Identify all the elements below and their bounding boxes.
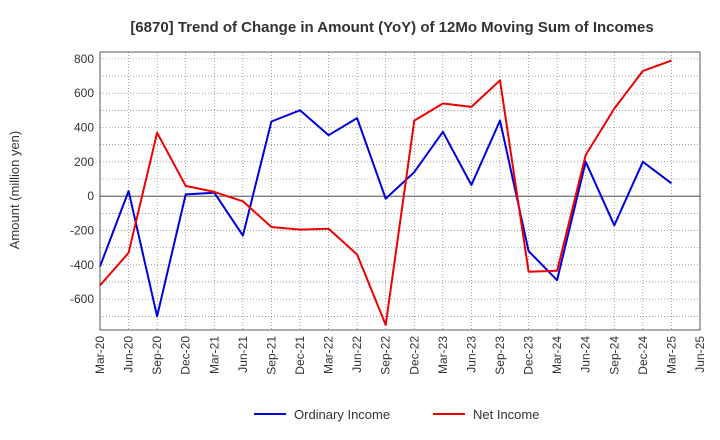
series-line-net-income [99,59,672,326]
legend-label-ordinary-income: Ordinary Income [294,407,390,422]
x-tick-label: Mar-25 [664,336,678,374]
x-tick-label: Jun-22 [350,336,364,373]
plot-frame [99,51,701,331]
x-tick-label: Mar-22 [322,336,336,374]
x-tick-label: Jun-23 [464,336,478,373]
x-tick-label: Sep-23 [493,336,507,375]
series-line-ordinary-income [99,109,673,318]
x-tick-label: Sep-24 [607,336,621,375]
grid [99,52,701,330]
y-tick-label: -200 [70,223,94,237]
x-tick-label: Dec-23 [522,336,536,375]
x-tick-label: Mar-24 [550,336,564,374]
y-tick-label: 200 [74,155,94,169]
legend: Ordinary Income Net Income [254,407,539,422]
x-tick-label: Mar-21 [207,336,221,374]
y-tick-label: 0 [87,189,94,203]
y-tick-label: -600 [70,292,94,306]
x-axis-ticks: Mar-20 Jun-20 Sep-20 Dec-20 Mar-21 Jun-21 Sep-… [93,336,707,375]
x-tick-label: Sep-21 [264,336,278,375]
x-tick-label: Dec-24 [636,336,650,375]
chart-title: [6870] Trend of Change in Amount (YoY) o… [130,19,653,36]
x-tick-label: Dec-21 [293,336,307,375]
x-tick-label: Mar-20 [93,336,107,374]
y-axis-ticks: 800 600 400 200 0 -200 -400 -600 [70,52,94,306]
x-tick-label: Jun-20 [122,336,136,373]
x-tick-label: Sep-22 [379,336,393,375]
x-tick-label: Jun-25 [693,336,707,373]
legend-label-net-income: Net Income [473,407,539,422]
x-tick-label: Jun-24 [579,336,593,373]
x-tick-label: Mar-23 [436,336,450,374]
x-tick-label: Sep-20 [150,336,164,375]
x-tick-label: Dec-22 [407,336,421,375]
y-tick-label: 400 [74,121,94,135]
x-tick-label: Dec-20 [179,336,193,375]
y-tick-label: 600 [74,86,94,100]
x-tick-label: Jun-21 [236,336,250,373]
series-lines [99,59,673,326]
y-tick-label: 800 [74,52,94,66]
y-tick-label: -400 [70,258,94,272]
y-axis-label: Amount (million yen) [7,131,22,250]
